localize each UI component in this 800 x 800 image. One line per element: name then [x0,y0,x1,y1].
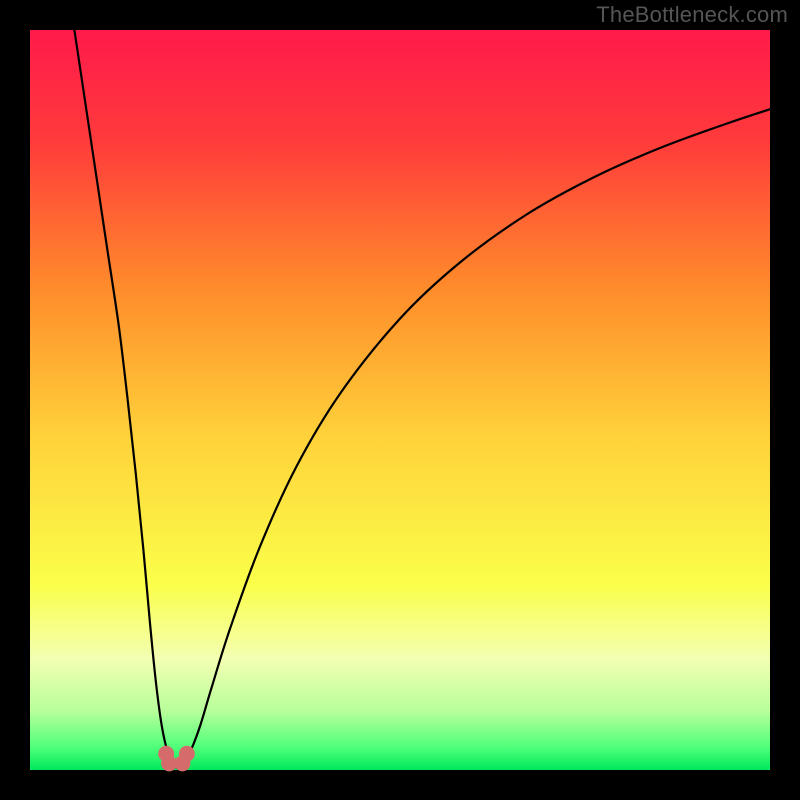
gradient-background [30,30,770,770]
bottleneck-chart [0,0,800,800]
watermark-text: TheBottleneck.com [596,2,788,28]
chart-container: TheBottleneck.com [0,0,800,800]
marker-dot [179,746,195,762]
